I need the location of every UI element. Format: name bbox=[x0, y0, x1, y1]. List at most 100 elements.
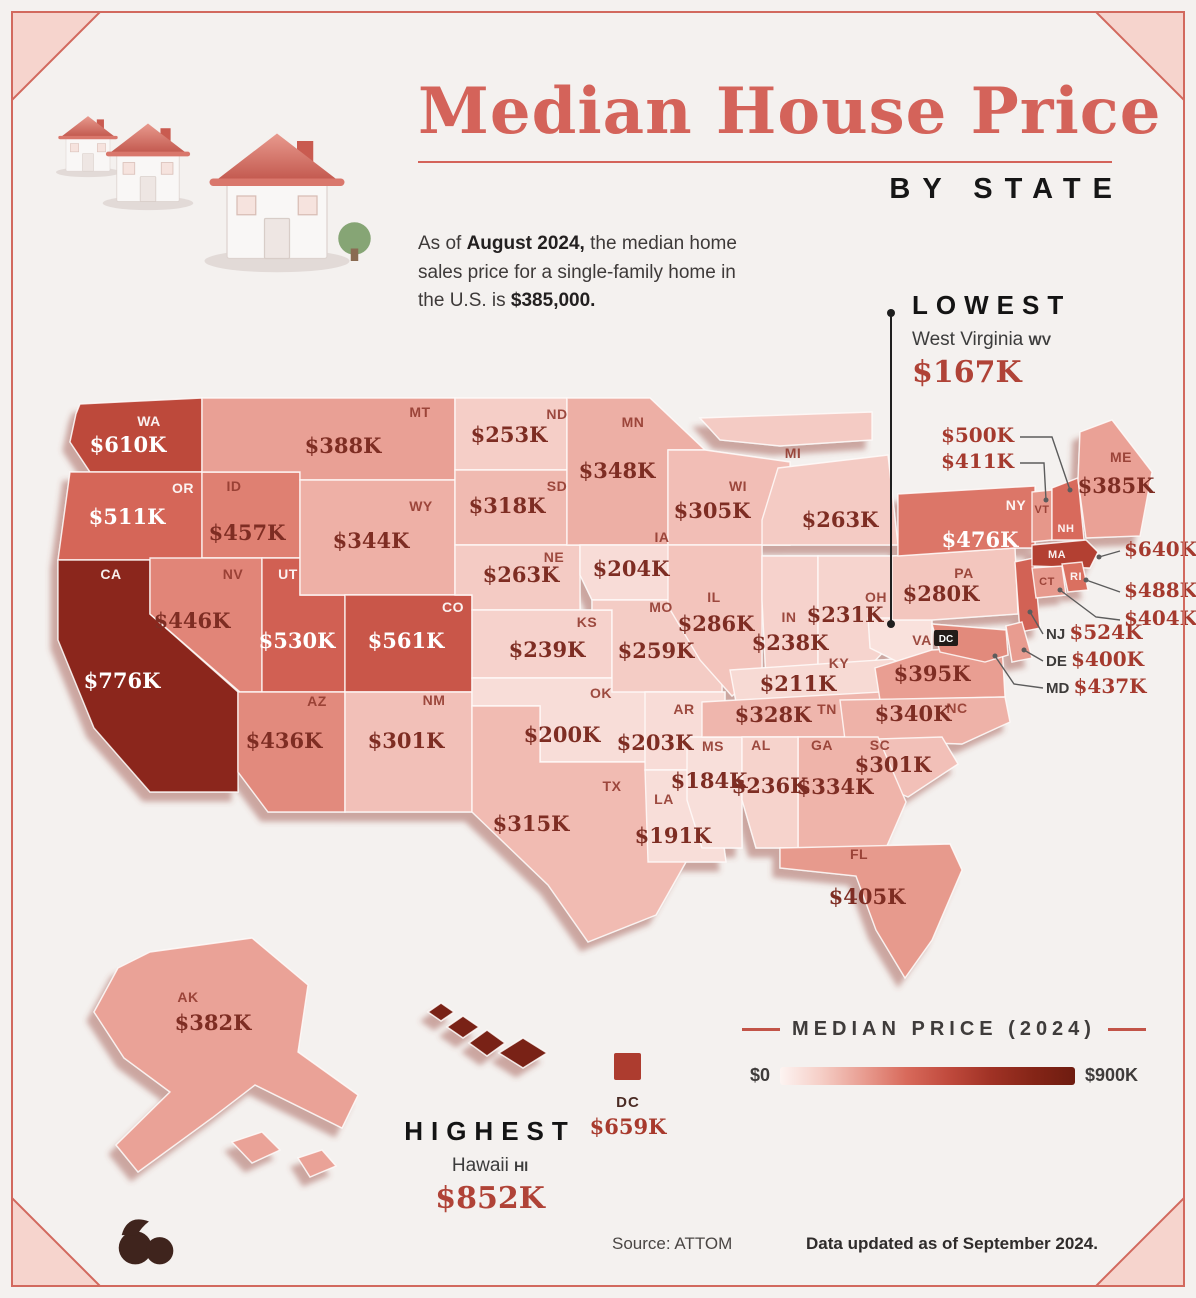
state-price-UT: $530K bbox=[259, 628, 336, 653]
callout-price-VT: $411K bbox=[941, 449, 1015, 473]
state-shape-HI-1 bbox=[445, 1015, 481, 1039]
highest-label: HIGHEST bbox=[404, 1116, 576, 1146]
dc-swatch bbox=[614, 1053, 641, 1080]
highest-value: $852K bbox=[435, 1181, 545, 1216]
corner-bottom-left bbox=[11, 1195, 103, 1287]
state-price-WA: $610K bbox=[90, 432, 167, 457]
state-abbr-NC: NC bbox=[946, 700, 967, 716]
state-price-CO: $561K bbox=[368, 628, 445, 653]
state-abbr-AK: AK bbox=[177, 989, 198, 1005]
state-shape-NC bbox=[839, 696, 1011, 745]
state-shape-HI-2 bbox=[467, 1029, 507, 1057]
state-abbr-MT: MT bbox=[409, 404, 430, 420]
highest-state: Hawaii HI bbox=[392, 1155, 588, 1177]
dc-annotation: DC $659K bbox=[588, 1094, 668, 1139]
state-abbr-WA: WA bbox=[137, 413, 161, 429]
highest-state-abbr: HI bbox=[514, 1158, 529, 1174]
state-price-MS: $184K bbox=[671, 768, 748, 793]
legend-title: MEDIAN PRICE (2024) bbox=[792, 1018, 1096, 1040]
state-abbr-ME: ME bbox=[1110, 449, 1132, 465]
state-shape-AL bbox=[741, 736, 799, 849]
legend-gradient-bar bbox=[780, 1066, 1075, 1085]
legend-min-label: $0 bbox=[750, 1065, 771, 1085]
lowest-label: LOWEST bbox=[912, 290, 1072, 320]
state-shape-MI-1 bbox=[761, 454, 899, 546]
state-abbr-FL: FL bbox=[850, 846, 868, 862]
state-price-PA: $280K bbox=[903, 581, 980, 606]
state-shape-ME bbox=[1077, 419, 1153, 539]
state-abbr-MS: MS bbox=[702, 738, 724, 754]
state-abbr-IL: IL bbox=[707, 589, 720, 605]
state-abbr-AZ: AZ bbox=[307, 693, 327, 709]
state-price-AL: $236K bbox=[732, 773, 809, 798]
callout-line-DE bbox=[1023, 649, 1044, 662]
legend-dash-right bbox=[1107, 1028, 1146, 1031]
state-abbr-NM: NM bbox=[423, 692, 446, 708]
tree-icon bbox=[338, 222, 371, 255]
callout-line-RI bbox=[1085, 579, 1121, 593]
state-shape-FL bbox=[779, 843, 963, 980]
state-abbr-WY: WY bbox=[409, 498, 433, 514]
state-abbr-IN: IN bbox=[782, 609, 797, 625]
state-abbr-ID: ID bbox=[227, 478, 242, 494]
state-abbr-NV: NV bbox=[223, 566, 244, 582]
state-price-VA: $395K bbox=[894, 661, 971, 686]
state-price-LA: $191K bbox=[635, 823, 712, 848]
callout-dot-RI bbox=[1083, 577, 1089, 583]
state-abbr-WI: WI bbox=[729, 478, 747, 494]
callout-line-CT bbox=[1059, 589, 1121, 621]
corner-bottom-right bbox=[1093, 1195, 1185, 1287]
state-price-CA: $776K bbox=[84, 668, 161, 693]
lowest-state-abbr: WV bbox=[1028, 332, 1052, 348]
state-shape-MI bbox=[698, 411, 873, 447]
intro-text: As of August 2024, the median home sales… bbox=[418, 230, 754, 316]
state-abbr-IA: IA bbox=[655, 529, 670, 545]
frame-border bbox=[11, 11, 1185, 1287]
state-abbr-KS: KS bbox=[577, 614, 597, 630]
state-abbr-CT: CT bbox=[1039, 576, 1055, 588]
house-small-icon bbox=[55, 115, 121, 178]
state-price-KS: $239K bbox=[509, 637, 586, 662]
state-shape-HI-3 bbox=[497, 1037, 549, 1069]
legend-bar-row: $0 $900K bbox=[750, 1065, 1138, 1086]
header: Median House Price BY STATE As of August… bbox=[418, 74, 1162, 316]
state-price-WI: $305K bbox=[674, 498, 751, 523]
source-text: Source: ATTOM bbox=[612, 1234, 733, 1253]
frame-corners bbox=[11, 11, 1185, 1287]
state-abbr-NH: NH bbox=[1058, 523, 1075, 535]
state-abbr-TX: TX bbox=[603, 778, 622, 794]
callout-dot-VT bbox=[1043, 497, 1049, 503]
state-abbr-AR: AR bbox=[673, 701, 694, 717]
state-abbr-KY: KY bbox=[829, 655, 850, 671]
state-price-OR: $511K bbox=[89, 504, 166, 529]
state-abbr-GA: GA bbox=[811, 737, 833, 753]
publisher-logo bbox=[118, 1219, 174, 1265]
state-price-AZ: $436K bbox=[246, 728, 323, 753]
intro-text-part: As of bbox=[418, 233, 467, 255]
callout-price-DE: DE $400K bbox=[1046, 647, 1145, 671]
state-abbr-MA: MA bbox=[1048, 549, 1066, 561]
callout-line-NH bbox=[1020, 436, 1071, 491]
state-price-MI: $263K bbox=[802, 507, 879, 532]
callout-dot-DE bbox=[1021, 647, 1027, 653]
state-abbr-MI: MI bbox=[785, 445, 802, 461]
updated-text: Data updated as of September 2024. bbox=[806, 1234, 1098, 1253]
state-abbr-RI: RI bbox=[1070, 571, 1082, 583]
dc-map-chip bbox=[934, 630, 958, 646]
intro-text-part: the median home sales price for a single… bbox=[418, 233, 737, 312]
legend: MEDIAN PRICE (2024) $0 $900K bbox=[742, 1018, 1146, 1086]
state-abbr-MN: MN bbox=[622, 414, 645, 430]
lowest-annotation: LOWEST West Virginia WV $167K bbox=[912, 290, 1071, 390]
corner-top-right bbox=[1093, 11, 1185, 103]
callout-price-NJ: NJ $524K bbox=[1046, 620, 1143, 644]
lowest-state-name: West Virginia bbox=[912, 329, 1024, 350]
house-large-icon bbox=[203, 132, 371, 273]
state-price-ID: $457K bbox=[209, 520, 286, 545]
state-price-NV: $446K bbox=[154, 608, 231, 633]
state-price-NY: $476K bbox=[942, 527, 1019, 552]
callout-dot-MD bbox=[992, 653, 998, 659]
page-title: Median House Price bbox=[418, 74, 1162, 149]
lowest-connector-line bbox=[887, 309, 895, 628]
state-shape-NY bbox=[897, 485, 1036, 557]
